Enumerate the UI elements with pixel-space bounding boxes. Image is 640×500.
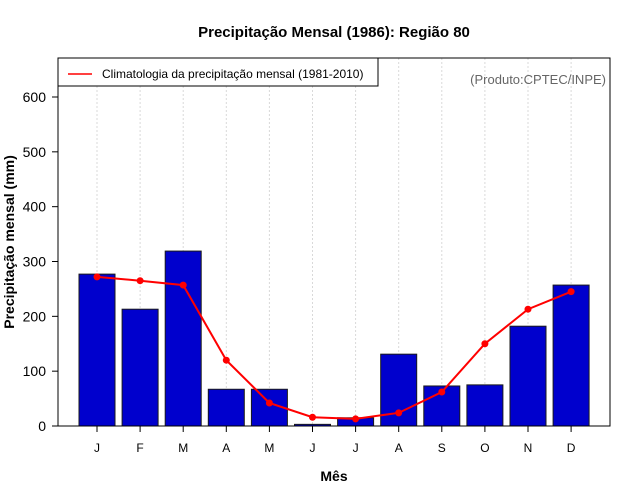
climatology-point bbox=[265, 399, 273, 407]
bar bbox=[121, 308, 159, 427]
bar bbox=[509, 325, 547, 427]
y-tick-label: 300 bbox=[23, 254, 47, 270]
climatology-point bbox=[481, 340, 489, 348]
grid bbox=[96, 58, 572, 426]
climatology-point bbox=[309, 413, 316, 421]
bar bbox=[552, 284, 590, 427]
bars bbox=[78, 250, 590, 427]
legend-box bbox=[57, 57, 379, 87]
x-tick-label: A bbox=[222, 441, 230, 455]
x-tick-label: O bbox=[480, 441, 489, 455]
y-tick-label: 0 bbox=[38, 418, 46, 434]
legend: Climatologia da precipitação mensal (198… bbox=[57, 57, 379, 87]
climatology-point bbox=[93, 273, 101, 281]
x-tick-label: D bbox=[567, 441, 576, 455]
x-tick-label: J bbox=[353, 441, 359, 455]
y-tick-label: 500 bbox=[23, 144, 47, 160]
legend-label: Climatologia da precipitação mensal (198… bbox=[102, 67, 363, 81]
climatology-point bbox=[438, 388, 446, 396]
y-tick-label: 600 bbox=[23, 89, 47, 105]
climatology-point bbox=[352, 415, 360, 423]
climatology-point bbox=[567, 288, 575, 296]
climatology-point bbox=[136, 277, 144, 285]
x-axis-label: Mês bbox=[320, 468, 347, 484]
y-tick-label: 400 bbox=[23, 199, 47, 215]
x-tick-label: J bbox=[94, 441, 100, 455]
climatology-point bbox=[395, 409, 403, 417]
bar bbox=[466, 384, 504, 427]
x-tick-label: M bbox=[264, 441, 274, 455]
climatology-point bbox=[222, 356, 230, 364]
climatology-line bbox=[93, 273, 575, 423]
y-tick-label: 200 bbox=[23, 308, 47, 324]
x-tick-label: S bbox=[438, 441, 446, 455]
bar bbox=[164, 250, 202, 427]
y-axis: 0 100 200 300 400 500 600 bbox=[23, 89, 58, 434]
climatology-polyline bbox=[96, 275, 572, 420]
x-tick-label: J bbox=[310, 441, 316, 455]
bar bbox=[207, 388, 245, 427]
climatology-point bbox=[524, 305, 532, 313]
chart-title: Precipitação Mensal (1986): Região 80 bbox=[198, 24, 470, 41]
y-axis-label: Precipitação mensal (mm) bbox=[1, 155, 17, 329]
x-tick-label: M bbox=[178, 441, 188, 455]
y-tick-label: 100 bbox=[23, 363, 47, 379]
bar bbox=[78, 273, 116, 427]
x-tick-label: N bbox=[524, 441, 533, 455]
credit-annotation: (Produto:CPTEC/INPE) bbox=[470, 72, 606, 87]
x-tick-label: A bbox=[395, 441, 403, 455]
climatology-point bbox=[179, 281, 187, 289]
x-tick-label: F bbox=[136, 441, 143, 455]
